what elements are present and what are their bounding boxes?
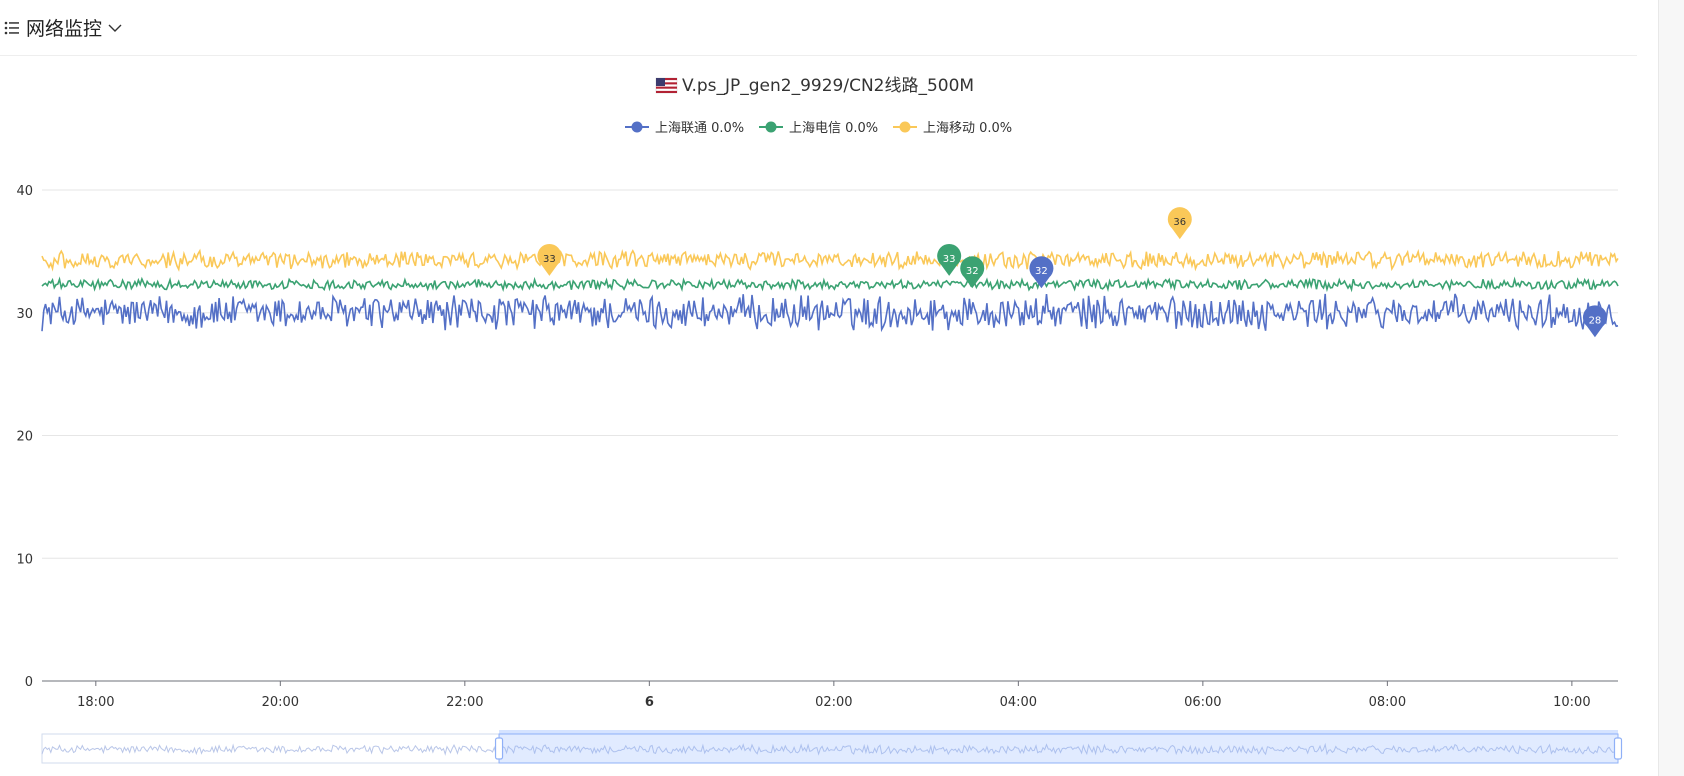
marker-label: 32 <box>966 266 979 277</box>
legend-label: 上海移动 0.0% <box>923 121 1012 136</box>
x-tick-label: 08:00 <box>1369 695 1406 710</box>
x-tick-label: 20:00 <box>262 695 299 710</box>
chart-title: V.ps_JP_gen2_9929/CN2线路_500M <box>655 76 974 96</box>
marker-pin[interactable]: 28 <box>1582 305 1607 338</box>
zoom-preview-line <box>41 742 1619 756</box>
extreme-markers: 32 28 33 32 36 33 <box>537 207 1607 338</box>
x-tick-label: 6 <box>645 695 654 710</box>
chevron-down-icon <box>108 24 122 32</box>
legend-item[interactable]: 上海电信 0.0% <box>759 121 878 136</box>
legend-dot <box>631 121 643 133</box>
legend-label: 上海联通 0.0% <box>655 121 744 136</box>
marker-label: 28 <box>1589 315 1602 326</box>
x-tick-label: 04:00 <box>1000 695 1037 710</box>
latency-chart: V.ps_JP_gen2_9929/CN2线路_500M 上海联通 0.0% 上海… <box>16 76 1623 764</box>
y-axis: 0 10 20 30 40 <box>16 184 33 690</box>
y-tick-label: 40 <box>16 184 33 199</box>
x-tick-label: 06:00 <box>1184 695 1221 710</box>
legend-item[interactable]: 上海移动 0.0% <box>893 121 1012 136</box>
zoom-handle-right[interactable] <box>1613 737 1623 760</box>
zoom-window[interactable] <box>498 733 1619 764</box>
top-bar: 网络监控 <box>0 0 1637 56</box>
marker-label: 33 <box>943 254 956 265</box>
y-tick-label: 20 <box>16 430 33 445</box>
x-tick-label: 18:00 <box>77 695 114 710</box>
legend-dot <box>765 121 777 133</box>
series-line-3 <box>41 248 1619 272</box>
y-tick-label: 10 <box>16 552 33 567</box>
list-icon <box>4 21 19 34</box>
series-lines <box>41 248 1619 333</box>
marker-pin[interactable]: 33 <box>937 243 962 276</box>
x-tick-label: 22:00 <box>446 695 483 710</box>
marker-shape <box>537 243 562 276</box>
page-scrollbar[interactable] <box>1658 0 1684 776</box>
legend-label: 上海电信 0.0% <box>789 121 878 136</box>
network-monitor-menu[interactable]: 网络监控 <box>0 14 122 41</box>
y-tick-label: 0 <box>25 675 33 690</box>
zoom-handle-left[interactable] <box>494 737 504 760</box>
x-tick-label: 02:00 <box>815 695 852 710</box>
chart-title-text: V.ps_JP_gen2_9929/CN2线路_500M <box>682 76 974 96</box>
marker-shape <box>937 243 962 276</box>
us-flag-icon <box>655 77 678 94</box>
marker-shape <box>1582 305 1607 338</box>
y-tick-label: 30 <box>16 307 33 322</box>
marker-shape <box>960 256 985 289</box>
marker-pin[interactable]: 32 <box>960 256 985 289</box>
marker-pin[interactable]: 36 <box>1167 207 1192 240</box>
marker-pin[interactable]: 33 <box>537 243 562 276</box>
legend-dot <box>899 121 911 133</box>
marker-pin[interactable]: 32 <box>1029 256 1054 289</box>
series-line-2 <box>41 276 1619 293</box>
zoom-move-bar[interactable] <box>499 730 1618 734</box>
marker-label: 33 <box>543 254 556 265</box>
page-title: 网络监控 <box>26 18 103 40</box>
marker-label: 32 <box>1035 266 1048 277</box>
marker-shape <box>1029 256 1054 289</box>
data-zoom[interactable] <box>41 730 1623 764</box>
x-axis: 18:00 20:00 22:00 6 02:00 04:00 06:00 08:00 10:0… <box>42 680 1618 710</box>
grid-lines <box>42 189 1618 559</box>
legend-item[interactable]: 上海联通 0.0% <box>625 121 744 136</box>
x-tick-label: 10:00 <box>1553 695 1590 710</box>
marker-shape <box>1167 207 1192 240</box>
marker-label: 36 <box>1173 217 1186 228</box>
series-line-1 <box>41 293 1619 333</box>
legend: 上海联通 0.0% 上海电信 0.0% 上海移动 0.0% <box>625 121 1012 136</box>
